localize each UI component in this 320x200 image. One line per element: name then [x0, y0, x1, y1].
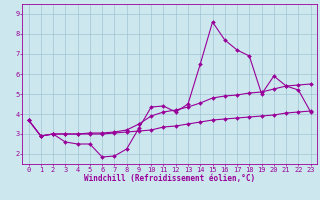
X-axis label: Windchill (Refroidissement éolien,°C): Windchill (Refroidissement éolien,°C) [84, 174, 255, 183]
